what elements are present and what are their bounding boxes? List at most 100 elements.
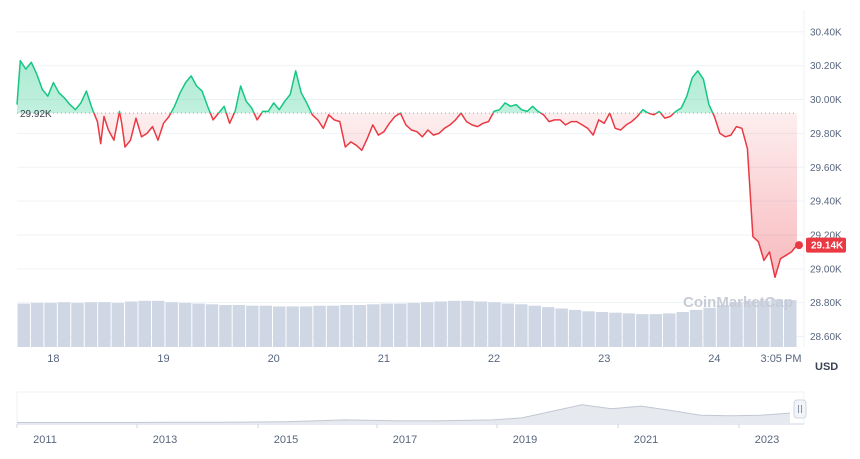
volume-bar xyxy=(273,306,286,347)
volume-bar xyxy=(84,302,98,347)
volume-bar xyxy=(219,305,232,347)
x-tick-label: 23 xyxy=(598,353,610,365)
navigator-year-label: 2015 xyxy=(274,434,298,446)
navigator-year-label: 2023 xyxy=(755,434,779,446)
volume-bar xyxy=(568,309,582,347)
current-price-label: 29.14K xyxy=(811,241,844,252)
volume-bar xyxy=(380,303,394,347)
volume-bar xyxy=(582,311,595,347)
volume-bar xyxy=(434,301,447,347)
volume-bar xyxy=(340,305,353,347)
currency-label: USD xyxy=(815,361,838,373)
y-tick-label: 30.40K xyxy=(810,27,842,38)
volume-bar xyxy=(232,305,246,347)
volume-bar xyxy=(259,305,273,347)
volume-bar xyxy=(326,305,340,347)
volume-bar xyxy=(609,312,622,347)
volume-bar xyxy=(461,300,474,347)
volume-bar xyxy=(353,305,367,347)
navigator-year-label: 2011 xyxy=(33,434,57,446)
volume-bar xyxy=(151,300,165,347)
volume-bar xyxy=(44,302,57,347)
volume-bar xyxy=(299,306,313,347)
y-tick-label: 29.20K xyxy=(810,230,842,241)
volume-bar xyxy=(165,302,178,347)
volume-bar xyxy=(622,313,636,347)
volume-bar xyxy=(595,312,609,347)
price-line-down xyxy=(93,113,798,279)
volume-bar xyxy=(649,314,663,347)
reference-price-label: 29.92K xyxy=(20,109,52,120)
volume-bar xyxy=(138,300,151,347)
price-line xyxy=(16,59,798,279)
volume-bar xyxy=(689,309,703,347)
volume-bar xyxy=(192,303,205,347)
volume-bar xyxy=(394,303,407,347)
volume-bar xyxy=(313,305,326,347)
volume-bar xyxy=(515,304,528,347)
watermark: CoinMarketCap xyxy=(683,294,793,311)
volume-bar xyxy=(770,299,784,347)
current-price-dot xyxy=(795,241,803,250)
volume-bar xyxy=(501,303,515,347)
volume-bar xyxy=(703,307,716,347)
y-tick-label: 29.80K xyxy=(810,129,842,140)
volume-bar xyxy=(541,307,555,347)
volume-bar xyxy=(663,313,676,347)
range-navigator[interactable]: 2011 2013 2015 2017 2019 2021 2023 xyxy=(16,391,807,446)
navigator-axis: 2011 2013 2015 2017 2019 2021 2023 xyxy=(16,424,779,446)
x-tick-label: 22 xyxy=(488,353,500,365)
volume-bar xyxy=(488,302,501,347)
volume-bar xyxy=(98,302,111,347)
area-above-reference xyxy=(17,60,713,114)
volume-bar xyxy=(420,302,434,347)
navigator-year-label: 2019 xyxy=(513,434,537,446)
volume-bar xyxy=(367,304,380,347)
navigator-year-label: 2013 xyxy=(153,434,177,446)
volume-bar xyxy=(71,302,84,347)
x-axis: 18 19 20 21 22 23 24 3:05 PM xyxy=(47,353,801,365)
volume-bar xyxy=(743,300,757,347)
x-tick-label: 20 xyxy=(268,353,280,365)
x-tick-label: 24 xyxy=(708,353,720,365)
pause-handle-icon[interactable] xyxy=(793,399,807,419)
volume-bar xyxy=(730,302,743,347)
volume-bar xyxy=(447,300,461,347)
volume-bar xyxy=(111,302,125,347)
price-area xyxy=(17,60,797,278)
x-tick-label: 3:05 PM xyxy=(761,353,802,365)
y-tick-label: 29.40K xyxy=(810,197,842,208)
y-tick-label: 30.00K xyxy=(810,95,842,106)
volume-bar xyxy=(246,305,259,347)
current-price-tag: 29.14K xyxy=(806,237,846,253)
y-tick-label: 28.60K xyxy=(810,332,842,343)
volume-bar xyxy=(30,302,44,347)
x-tick-label: 21 xyxy=(378,353,390,365)
volume-bar xyxy=(555,308,568,347)
volume-bar xyxy=(125,301,138,347)
volume-bar xyxy=(676,312,689,347)
volume-bar xyxy=(178,302,192,347)
y-tick-label: 30.20K xyxy=(810,61,842,72)
volume-bars xyxy=(17,299,797,347)
volume-bar xyxy=(205,304,219,347)
volume-bar xyxy=(57,302,71,347)
x-tick-label: 19 xyxy=(157,353,169,365)
navigator-area xyxy=(17,404,790,423)
volume-bar xyxy=(17,303,30,347)
y-tick-label: 29.60K xyxy=(810,163,842,174)
volume-bar xyxy=(528,305,541,347)
y-tick-label: 28.80K xyxy=(810,298,842,309)
volume-bar xyxy=(716,305,730,347)
area-below-reference xyxy=(17,113,797,278)
volume-bar xyxy=(407,302,420,347)
volume-bar xyxy=(286,306,299,347)
y-axis: 30.40K 30.20K 30.00K 29.80K 29.60K 29.40K 29.2… xyxy=(810,27,842,343)
x-tick-label: 18 xyxy=(47,353,59,365)
y-tick-label: 29.00K xyxy=(810,264,842,275)
volume-bar xyxy=(784,300,797,347)
navigator-year-label: 2017 xyxy=(393,434,417,446)
volume-bar xyxy=(636,314,649,347)
